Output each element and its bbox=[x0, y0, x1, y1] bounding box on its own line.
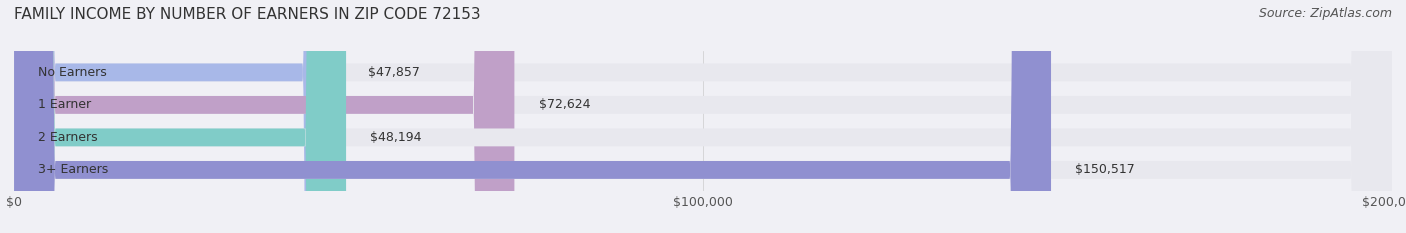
Text: 1 Earner: 1 Earner bbox=[38, 98, 91, 111]
Text: $48,194: $48,194 bbox=[370, 131, 422, 144]
FancyBboxPatch shape bbox=[14, 0, 1392, 233]
FancyBboxPatch shape bbox=[14, 0, 1392, 233]
FancyBboxPatch shape bbox=[14, 0, 1052, 233]
Text: No Earners: No Earners bbox=[38, 66, 107, 79]
Text: Source: ZipAtlas.com: Source: ZipAtlas.com bbox=[1258, 7, 1392, 20]
Text: $72,624: $72,624 bbox=[538, 98, 591, 111]
Text: 3+ Earners: 3+ Earners bbox=[38, 163, 108, 176]
FancyBboxPatch shape bbox=[14, 0, 346, 233]
FancyBboxPatch shape bbox=[14, 0, 343, 233]
FancyBboxPatch shape bbox=[14, 0, 1392, 233]
Text: FAMILY INCOME BY NUMBER OF EARNERS IN ZIP CODE 72153: FAMILY INCOME BY NUMBER OF EARNERS IN ZI… bbox=[14, 7, 481, 22]
Text: 2 Earners: 2 Earners bbox=[38, 131, 98, 144]
FancyBboxPatch shape bbox=[14, 0, 1392, 233]
Text: $47,857: $47,857 bbox=[368, 66, 420, 79]
FancyBboxPatch shape bbox=[14, 0, 515, 233]
Text: $150,517: $150,517 bbox=[1076, 163, 1135, 176]
